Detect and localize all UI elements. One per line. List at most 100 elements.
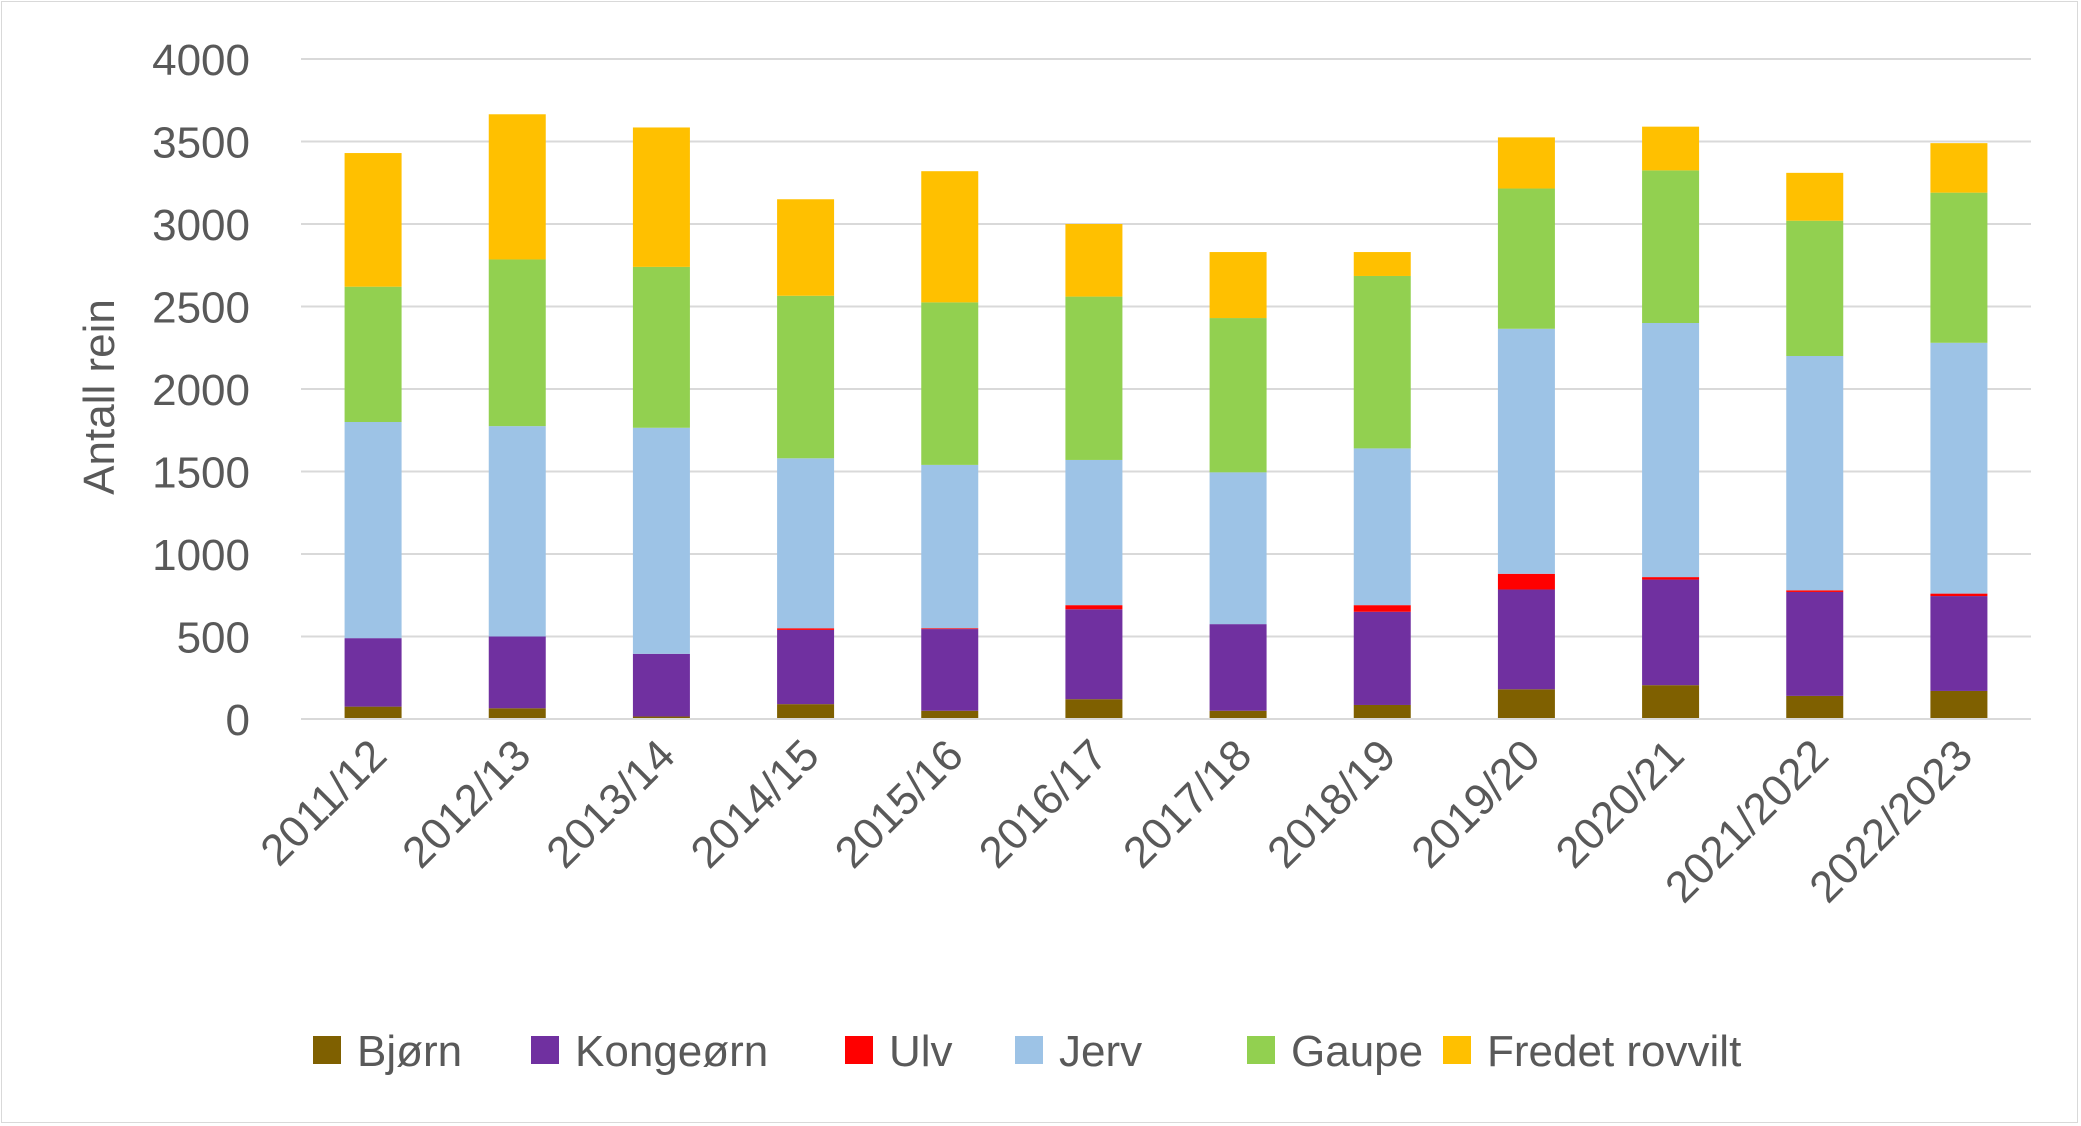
bar-segment bbox=[1209, 318, 1267, 473]
bar-segment bbox=[1786, 591, 1844, 696]
legend-swatch bbox=[313, 1036, 341, 1064]
bar-stack bbox=[1497, 137, 1555, 719]
bar-segment bbox=[1642, 323, 1700, 578]
bar-segment bbox=[777, 629, 835, 705]
bar-segment bbox=[1209, 710, 1267, 719]
bar-segment bbox=[1065, 699, 1123, 719]
bar-segment bbox=[488, 426, 546, 637]
y-tick-label: 500 bbox=[177, 614, 250, 663]
bar-segment bbox=[1209, 624, 1267, 711]
bar-stack bbox=[777, 199, 835, 719]
bar-segment bbox=[921, 464, 979, 629]
bar-segment bbox=[488, 708, 546, 719]
bar-segment bbox=[1930, 690, 1988, 719]
bar-segment bbox=[1065, 609, 1123, 700]
bar-segment bbox=[921, 302, 979, 465]
legend-label: Bjørn bbox=[357, 1027, 462, 1076]
bar-segment bbox=[777, 458, 835, 629]
bar-segment bbox=[1930, 593, 1988, 597]
bar-segment bbox=[1497, 689, 1555, 719]
legend-swatch bbox=[1015, 1036, 1043, 1064]
legend-item: Fredet rovvilt bbox=[1443, 1027, 1741, 1076]
bar-segment bbox=[1065, 224, 1123, 297]
bar-segment bbox=[1930, 192, 1988, 343]
x-tick-label: 2020/21 bbox=[1547, 730, 1694, 877]
y-tick-label: 1000 bbox=[152, 531, 250, 580]
bar-segment bbox=[777, 295, 835, 459]
legend-item: Gaupe bbox=[1247, 1027, 1423, 1076]
bar-segment bbox=[1353, 611, 1411, 705]
bar-segment bbox=[1642, 126, 1700, 171]
bar-stack bbox=[1065, 224, 1123, 719]
bar-segment bbox=[488, 259, 546, 427]
bar-segment bbox=[1065, 296, 1123, 460]
bar-segment bbox=[1786, 695, 1844, 719]
bar-segment bbox=[1786, 172, 1844, 221]
bar-segment bbox=[1353, 275, 1411, 449]
x-tick-label: 2019/20 bbox=[1402, 730, 1549, 877]
legend-item: Ulv bbox=[845, 1027, 953, 1076]
bar-segment bbox=[1786, 356, 1844, 591]
x-axis-tick-labels: 2011/122012/132013/142014/152015/162016/… bbox=[251, 730, 1982, 912]
legend-label: Ulv bbox=[889, 1027, 953, 1076]
legend-item: Kongeørn bbox=[531, 1027, 768, 1076]
bar-segment bbox=[632, 266, 690, 428]
bar-segment bbox=[1497, 188, 1555, 329]
legend-label: Gaupe bbox=[1291, 1027, 1423, 1076]
bar-stack bbox=[1786, 172, 1844, 719]
x-tick-label: 2018/19 bbox=[1258, 730, 1405, 877]
bar-stacks bbox=[344, 114, 1988, 719]
y-tick-label: 1500 bbox=[152, 449, 250, 498]
y-tick-label: 2500 bbox=[152, 284, 250, 333]
legend-item: Bjørn bbox=[313, 1027, 462, 1076]
legend-swatch bbox=[531, 1036, 559, 1064]
bar-stack bbox=[488, 114, 546, 719]
bar-stack bbox=[921, 171, 979, 719]
x-tick-label: 2012/13 bbox=[393, 730, 540, 877]
y-axis-tick-labels: 0 500 1000 1500 2000 2500 3000 3500 4000 bbox=[152, 36, 250, 745]
y-tick-label: 0 bbox=[226, 696, 250, 745]
bar-stack bbox=[1930, 143, 1988, 719]
legend-swatch bbox=[845, 1036, 873, 1064]
bar-segment bbox=[1930, 143, 1988, 193]
legend-item: Jerv bbox=[1015, 1027, 1142, 1076]
bar-segment bbox=[344, 706, 402, 719]
bar-segment bbox=[344, 638, 402, 707]
y-tick-label: 2000 bbox=[152, 366, 250, 415]
bar-segment bbox=[1353, 704, 1411, 719]
legend-label: Fredet rovvilt bbox=[1487, 1027, 1741, 1076]
bar-segment bbox=[777, 199, 835, 296]
bar-segment bbox=[1930, 342, 1988, 594]
y-axis-label: Antall rein bbox=[75, 299, 124, 495]
bar-segment bbox=[921, 628, 979, 630]
bar-stack bbox=[344, 153, 402, 719]
bar-segment bbox=[1353, 605, 1411, 612]
legend-swatch bbox=[1443, 1036, 1471, 1064]
bar-segment bbox=[1497, 573, 1555, 590]
bar-segment bbox=[1353, 252, 1411, 276]
bar-segment bbox=[1642, 577, 1700, 580]
y-tick-label: 3500 bbox=[152, 119, 250, 168]
bar-segment bbox=[1497, 328, 1555, 574]
bar-segment bbox=[1065, 459, 1123, 606]
bar-segment bbox=[632, 716, 690, 719]
bar-segment bbox=[488, 636, 546, 709]
bar-segment bbox=[1930, 596, 1988, 691]
bar-segment bbox=[632, 427, 690, 654]
bar-stack bbox=[1642, 126, 1700, 719]
bar-segment bbox=[1209, 252, 1267, 319]
bar-segment bbox=[1065, 605, 1123, 610]
x-tick-label: 2017/18 bbox=[1114, 730, 1261, 877]
x-tick-label: 2013/14 bbox=[537, 730, 684, 877]
bar-segment bbox=[632, 653, 690, 717]
bar-segment bbox=[921, 629, 979, 711]
bar-segment bbox=[777, 628, 835, 630]
legend: Bjørn Kongeørn Ulv Jerv Gaupe Fredet rovvilt bbox=[313, 1027, 1741, 1076]
x-tick-label: 2015/16 bbox=[826, 730, 973, 877]
x-tick-label: 2011/12 bbox=[251, 730, 396, 875]
bar-segment bbox=[632, 127, 690, 267]
y-tick-label: 4000 bbox=[152, 36, 250, 85]
bar-segment bbox=[777, 704, 835, 719]
bar-segment bbox=[488, 114, 546, 260]
